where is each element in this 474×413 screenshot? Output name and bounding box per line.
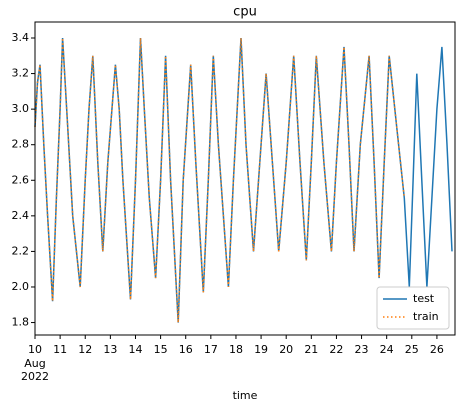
y-tick-label: 1.8 — [12, 316, 30, 329]
x-tick-label: 17 — [204, 343, 218, 356]
x-tick-label: 24 — [380, 343, 394, 356]
x-tick-label: 20 — [279, 343, 293, 356]
x-tick-label: 12 — [78, 343, 92, 356]
series-line — [34, 37, 406, 323]
x-tick-label: 18 — [229, 343, 243, 356]
x-tick-label: 25 — [405, 343, 419, 356]
x-axis-label: time — [233, 389, 258, 402]
x-sublabel: Aug — [24, 357, 45, 370]
x-tick-label: 19 — [254, 343, 268, 356]
legend-label: test — [413, 292, 435, 305]
y-tick-label: 2.0 — [12, 280, 30, 293]
y-tick-label: 3.0 — [12, 102, 30, 115]
legend-label: train — [413, 310, 439, 323]
y-tick-label: 3.4 — [12, 31, 30, 44]
x-tick-label: 16 — [179, 343, 193, 356]
x-tick-label: 21 — [304, 343, 318, 356]
x-sublabel: 2022 — [21, 370, 49, 383]
x-tick-label: 10 — [28, 343, 42, 356]
y-tick-label: 2.6 — [12, 173, 30, 186]
y-tick-label: 2.4 — [12, 209, 30, 222]
y-tick-label: 2.2 — [12, 244, 30, 257]
y-tick-label: 3.2 — [12, 67, 30, 80]
legend-box — [376, 286, 450, 330]
x-tick-label: 15 — [154, 343, 168, 356]
y-tick-label: 2.8 — [12, 138, 30, 151]
chart-title: cpu — [233, 5, 257, 20]
x-tick-label: 13 — [103, 343, 117, 356]
x-tick-label: 26 — [430, 343, 444, 356]
x-tick-label: 11 — [53, 343, 67, 356]
x-tick-label: 22 — [329, 343, 343, 356]
x-tick-label: 14 — [128, 343, 142, 356]
x-tick-label: 23 — [355, 343, 369, 356]
plot-frame — [34, 21, 456, 336]
